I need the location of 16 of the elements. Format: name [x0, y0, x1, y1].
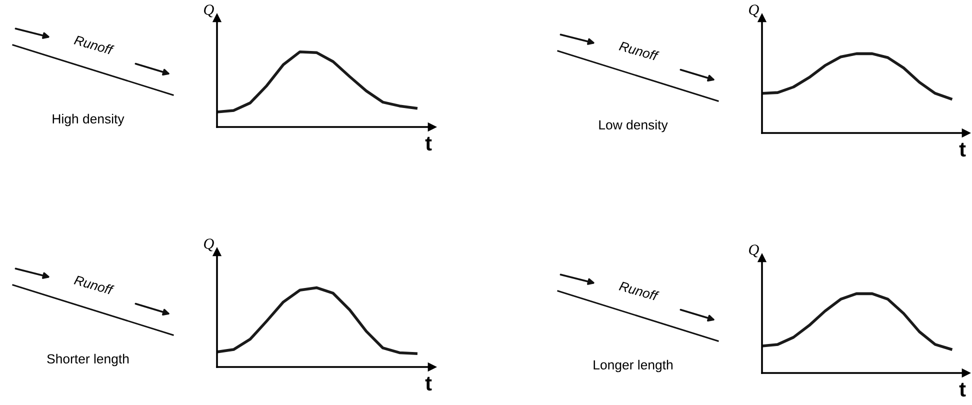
text: Low density	[599, 120, 668, 132]
text: Runoff	[74, 34, 114, 56]
x-axis-title: t	[959, 382, 966, 397]
text: Runoff	[618, 280, 660, 302]
x-axis-title: t	[425, 376, 432, 391]
y-axis-title: Q	[749, 244, 759, 258]
y-axis-title: Q	[749, 4, 759, 18]
y-axis-title: Q	[204, 4, 214, 18]
text: Shorter length	[47, 354, 129, 366]
x-axis-title: t	[425, 136, 432, 151]
text: Longer length	[594, 360, 672, 372]
text: High density	[52, 114, 124, 126]
y-axis-title: Q	[204, 238, 214, 252]
text: Runoff	[618, 40, 660, 62]
x-axis-title: t	[959, 142, 966, 157]
text: Runoff	[74, 274, 114, 296]
